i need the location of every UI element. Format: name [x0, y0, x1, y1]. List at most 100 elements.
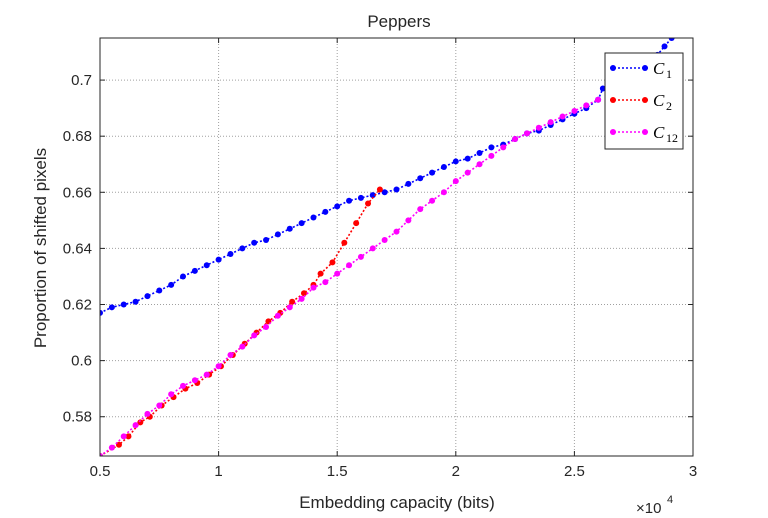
data-point — [500, 144, 507, 151]
x-tick-label: 3 — [689, 463, 697, 480]
data-point — [227, 352, 234, 359]
data-point — [298, 220, 305, 227]
data-point — [523, 130, 530, 137]
data-point — [191, 267, 198, 274]
data-point — [405, 180, 412, 187]
data-point — [132, 298, 139, 305]
legend-marker — [642, 65, 648, 71]
data-point — [322, 208, 329, 215]
legend-label: C — [653, 123, 665, 142]
data-point — [132, 422, 139, 429]
data-point — [346, 262, 353, 269]
data-point — [571, 107, 578, 114]
plot-area-frame — [99, 37, 694, 457]
x-tick-label: 2.5 — [564, 463, 585, 480]
data-point — [369, 245, 376, 252]
data-point — [156, 287, 163, 294]
data-point — [429, 169, 436, 176]
data-point — [599, 85, 606, 92]
data-point — [365, 200, 372, 207]
data-point — [100, 453, 103, 456]
series-line — [100, 38, 673, 314]
data-point — [298, 295, 305, 302]
y-tick-label: 0.6 — [71, 353, 92, 370]
data-point — [329, 259, 336, 266]
data-point — [168, 391, 175, 398]
data-point — [417, 206, 424, 213]
data-point — [215, 256, 222, 263]
data-point — [661, 43, 668, 50]
data-point — [120, 433, 127, 440]
x-tick-label: 1 — [214, 463, 222, 480]
data-point — [310, 214, 317, 221]
data-point — [476, 161, 483, 168]
y-tick-label: 0.7 — [71, 72, 92, 89]
data-point — [464, 169, 471, 176]
chart-title: Peppers — [367, 12, 430, 31]
data-point — [559, 113, 566, 120]
data-point — [381, 236, 388, 243]
data-point — [405, 217, 412, 224]
data-point — [251, 332, 258, 339]
data-point — [381, 189, 388, 196]
data-point — [464, 155, 471, 162]
x-tick-label: 0.5 — [90, 463, 111, 480]
data-point — [251, 239, 258, 246]
data-point — [137, 419, 144, 426]
legend-label-subscript: 2 — [666, 99, 672, 113]
data-point — [263, 236, 270, 243]
plot-series-clipped — [100, 38, 675, 456]
data-point — [376, 186, 383, 193]
data-point — [334, 270, 341, 277]
data-point — [353, 220, 360, 227]
data-point — [583, 102, 590, 109]
data-point — [168, 281, 175, 288]
data-point — [595, 96, 602, 103]
legend: C 1C 2C 12 — [604, 52, 684, 150]
plot-series — [100, 38, 675, 456]
data-point — [215, 363, 222, 370]
legend-marker — [642, 129, 648, 135]
data-point — [369, 192, 376, 199]
data-point — [317, 270, 324, 277]
data-point — [535, 124, 542, 131]
legend-marker — [642, 97, 648, 103]
data-point — [417, 175, 424, 182]
y-tick-label: 0.58 — [63, 409, 92, 426]
legend-label-subscript: 12 — [666, 131, 678, 145]
data-point — [289, 298, 296, 305]
data-point — [286, 304, 293, 311]
data-point — [180, 273, 187, 280]
legend-marker — [610, 65, 616, 71]
data-point — [239, 343, 246, 350]
data-point — [300, 290, 307, 297]
data-point — [512, 135, 519, 142]
data-point — [180, 382, 187, 389]
series-12 — [100, 96, 602, 456]
data-point — [286, 225, 293, 232]
data-point — [357, 194, 364, 201]
data-point — [429, 197, 436, 204]
data-point — [488, 152, 495, 159]
data-point — [668, 38, 675, 41]
data-point — [203, 371, 210, 378]
x-tick-label: 2 — [452, 463, 460, 480]
data-point — [341, 239, 348, 246]
x-axis-multiplier-exponent: 4 — [667, 494, 673, 506]
data-point — [488, 144, 495, 151]
x-tick-label: 1.5 — [327, 463, 348, 480]
data-point — [120, 301, 127, 308]
data-point — [108, 304, 115, 311]
data-point — [357, 253, 364, 260]
data-point — [125, 433, 132, 440]
data-point — [476, 150, 483, 157]
data-point — [452, 178, 459, 185]
data-point — [310, 284, 317, 291]
data-point — [191, 377, 198, 384]
data-point — [393, 186, 400, 193]
y-axis-title: Proportion of shifted pixels — [31, 148, 50, 348]
x-axis-title: Embedding capacity (bits) — [299, 493, 495, 512]
x-axis-multiplier-base: ×10 — [636, 500, 661, 517]
data-point — [108, 444, 115, 451]
